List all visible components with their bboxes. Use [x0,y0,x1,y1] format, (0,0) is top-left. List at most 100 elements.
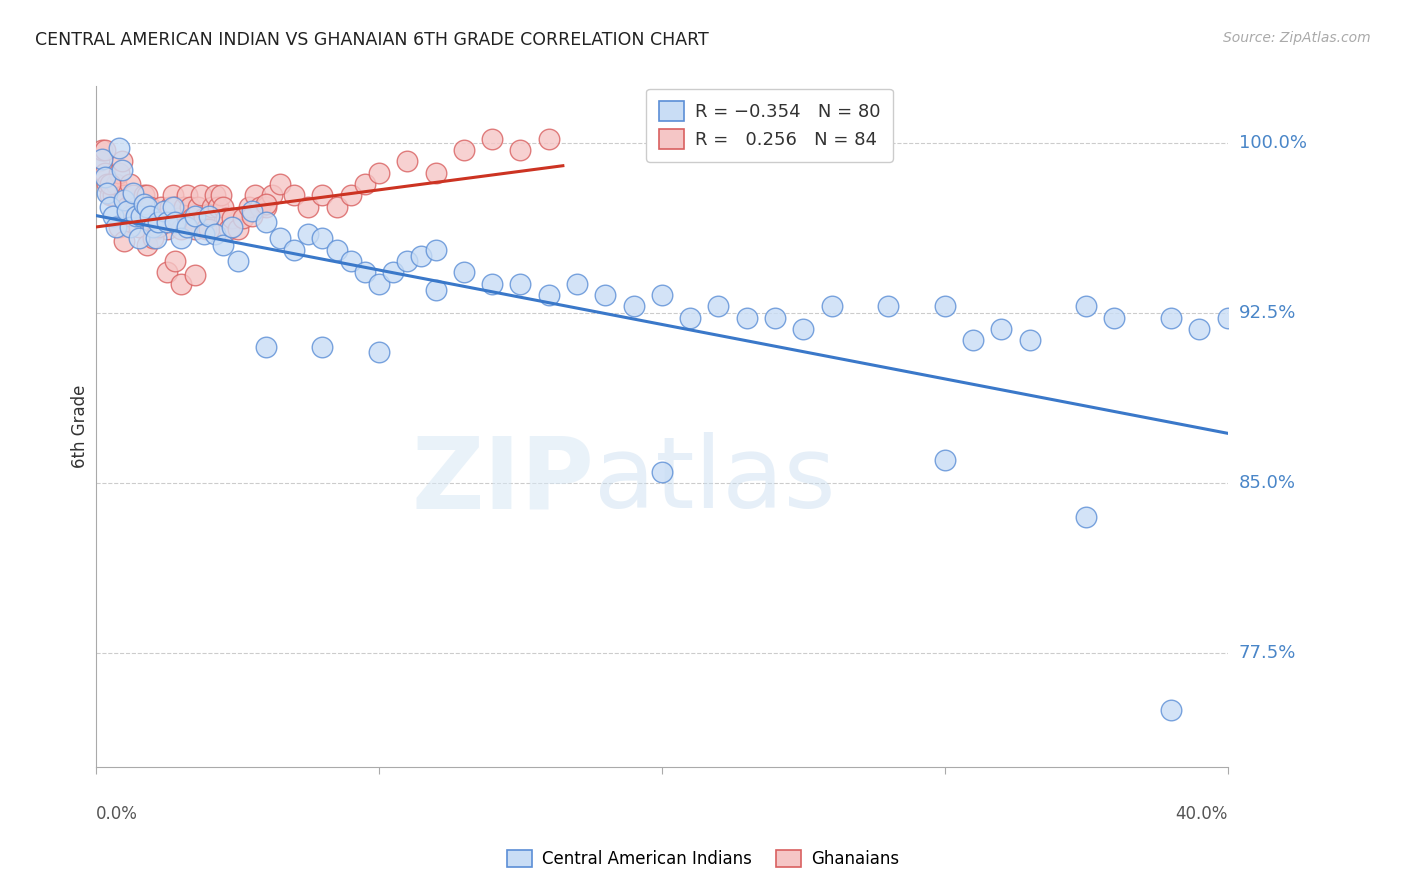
Point [254,215,277,229]
Text: 40.0%: 40.0% [1175,805,1227,823]
Point [156,222,179,236]
Point [215,211,238,225]
Point [170,222,193,236]
Point [1216,310,1239,325]
Point [311,231,333,245]
Point [735,310,758,325]
Point [136,188,159,202]
Point [108,219,131,234]
Y-axis label: 6th Grade: 6th Grade [72,384,89,468]
Point [396,154,419,169]
Point [125,209,148,223]
Point [93,143,115,157]
Text: Source: ZipAtlas.com: Source: ZipAtlas.com [1223,31,1371,45]
Point [425,284,447,298]
Text: 100.0%: 100.0% [1239,134,1306,152]
Text: ZIP: ZIP [411,433,593,529]
Point [651,288,673,302]
Point [212,238,235,252]
Point [1160,310,1182,325]
Point [204,227,226,241]
Point [136,200,159,214]
Point [120,219,142,234]
Point [382,265,405,279]
Point [1160,703,1182,717]
Point [148,219,170,234]
Point [204,188,226,202]
Point [368,344,391,359]
Point [159,200,181,214]
Point [481,131,503,145]
Point [763,310,786,325]
Point [623,299,645,313]
Point [232,211,254,225]
Point [453,143,475,157]
Point [145,231,167,245]
Point [240,209,263,223]
Point [425,243,447,257]
Point [114,188,136,202]
Point [101,188,124,202]
Point [156,265,179,279]
Point [792,322,814,336]
Point [325,243,347,257]
Point [193,227,215,241]
Point [96,186,118,200]
Point [221,219,243,234]
Point [98,177,121,191]
Point [311,340,333,354]
Point [148,215,170,229]
Point [411,249,433,263]
Point [120,209,142,223]
Point [108,165,131,179]
Point [128,211,150,225]
Point [218,222,240,236]
Point [1018,334,1040,348]
Point [651,465,673,479]
Point [962,334,984,348]
Point [170,277,193,291]
Point [108,140,131,154]
Point [1074,510,1097,524]
Point [125,200,148,214]
Point [254,340,277,354]
Point [98,188,121,202]
Point [165,200,187,214]
Point [117,200,139,214]
Point [249,200,271,214]
Point [990,322,1012,336]
Point [184,222,207,236]
Text: 77.5%: 77.5% [1239,644,1296,662]
Point [325,200,347,214]
Point [139,200,162,214]
Point [537,131,560,145]
Text: CENTRAL AMERICAN INDIAN VS GHANAIAN 6TH GRADE CORRELATION CHART: CENTRAL AMERICAN INDIAN VS GHANAIAN 6TH … [35,31,709,49]
Point [934,299,956,313]
Point [179,200,201,214]
Point [509,277,531,291]
Point [297,200,319,214]
Point [96,177,118,191]
Point [114,234,136,248]
Point [269,177,291,191]
Point [142,219,165,234]
Point [90,152,112,166]
Point [934,453,956,467]
Point [165,254,187,268]
Point [207,200,229,214]
Point [98,200,121,214]
Point [396,254,419,268]
Point [184,268,207,282]
Point [453,265,475,279]
Legend: R = −0.354   N = 80, R =   0.256   N = 84: R = −0.354 N = 80, R = 0.256 N = 84 [645,88,893,161]
Point [153,204,176,219]
Point [339,254,361,268]
Point [368,277,391,291]
Point [131,200,153,214]
Point [117,204,139,219]
Point [565,277,588,291]
Point [283,243,305,257]
Point [148,211,170,225]
Point [104,219,127,234]
Point [269,231,291,245]
